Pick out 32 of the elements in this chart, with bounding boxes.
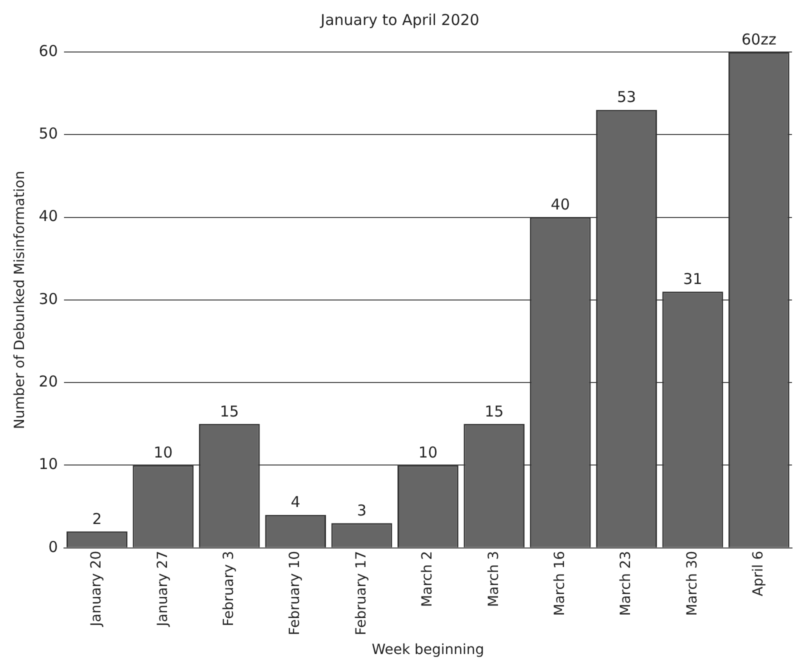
x-tick-label: March 30	[684, 550, 700, 616]
y-axis-title: Number of Debunked Misinformation	[12, 170, 28, 430]
x-tick-label: February 10	[287, 550, 304, 636]
x-tick-label: April 6	[750, 550, 767, 596]
x-tick-label: February 17	[353, 550, 370, 636]
data-label: 3	[356, 501, 367, 520]
y-tick-label: 50	[38, 124, 58, 143]
data-label: 2	[92, 510, 102, 528]
data-label: 10	[418, 444, 438, 462]
y-tick-label: 30	[38, 290, 58, 308]
y-tick-label: 40	[38, 207, 58, 226]
data-label: 4	[290, 493, 300, 512]
x-tick-label: February 3	[221, 550, 238, 626]
x-axis-title: Week beginning	[372, 642, 484, 658]
x-tick-label: March 3	[486, 550, 502, 607]
x-tick-label: March 2	[420, 550, 436, 607]
x-tick-label: January 27	[154, 550, 171, 628]
y-tick-label: 20	[38, 372, 58, 390]
x-tick-label: March 16	[552, 550, 568, 616]
x-tick-label: March 23	[618, 550, 634, 616]
data-label: 15	[484, 402, 504, 420]
data-label: 53	[616, 88, 636, 106]
y-tick-label: 10	[38, 455, 58, 474]
x-tick-label: January 20	[88, 550, 105, 628]
data-label: 15	[220, 402, 239, 420]
data-label: 10	[154, 444, 173, 462]
chart-title: January to April 2020	[320, 10, 480, 29]
data-label: 60zz	[741, 30, 776, 48]
y-tick-label: 0	[48, 538, 58, 556]
data-label: 31	[683, 270, 702, 288]
data-label: 40	[550, 196, 570, 214]
y-tick-label: 60	[38, 42, 58, 60]
